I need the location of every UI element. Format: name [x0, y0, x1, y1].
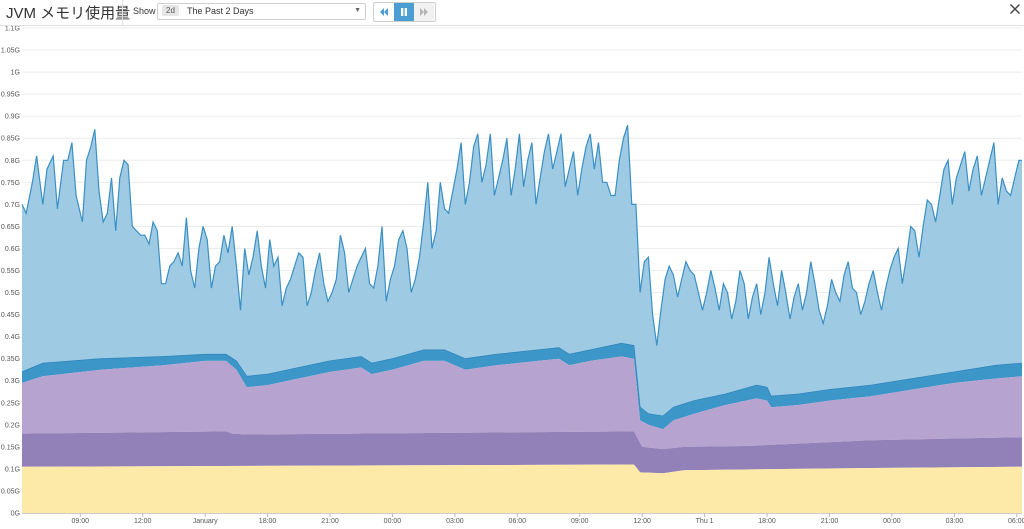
caret-down-icon: ▼: [354, 7, 361, 14]
toolbar: JVM メモリ使用量 Show 2d The Past 2 Days ▼: [0, 0, 1024, 26]
y-tick-label: 0.5G: [5, 290, 20, 297]
x-tick-label: 21:00: [321, 518, 339, 525]
toolbar-divider: [122, 0, 123, 25]
y-tick-label: 0.75G: [1, 180, 20, 187]
memory-area-yellow: [22, 464, 1022, 513]
y-tick-label: 0.1G: [5, 466, 20, 473]
y-tick-label: 0.45G: [1, 312, 20, 319]
x-tick-label: 12:00: [134, 518, 152, 525]
x-tick-label: 18:00: [259, 518, 277, 525]
x-tick-label: 09:00: [571, 518, 589, 525]
x-tick-label: 00:00: [384, 518, 402, 525]
heap-used-line: [21, 124, 1022, 346]
close-icon: [1010, 4, 1020, 14]
x-tick-label: January: [193, 518, 218, 525]
x-tick-label: 12:00: [633, 518, 651, 525]
y-tick-label: 1.1G: [5, 26, 20, 33]
x-tick-label: 06:00: [1008, 518, 1024, 525]
memory-area-dark-purple: [22, 431, 1022, 474]
x-tick-label: Thu 1: [696, 518, 714, 525]
fast-forward-button[interactable]: [414, 3, 434, 21]
y-tick-label: 0.85G: [1, 136, 20, 143]
y-tick-label: 1.05G: [1, 48, 20, 55]
show-label: Show: [133, 6, 156, 16]
memory-area-light-purple: [22, 356, 1022, 450]
y-tick-label: 0.2G: [5, 422, 20, 429]
x-tick-label: 06:00: [509, 518, 527, 525]
y-tick-label: 0G: [11, 511, 20, 518]
x-tick-label: 18:00: [758, 518, 776, 525]
y-tick-label: 0.6G: [5, 246, 20, 253]
fast-forward-icon: [420, 8, 428, 16]
y-tick-label: 0.25G: [1, 400, 20, 407]
close-button[interactable]: [1009, 2, 1021, 14]
x-tick-label: 03:00: [446, 518, 464, 525]
x-tick-label: 09:00: [72, 518, 90, 525]
y-tick-label: 0.9G: [5, 114, 20, 121]
pause-icon: [401, 8, 407, 16]
y-tick-label: 0.35G: [1, 356, 20, 363]
y-tick-label: 0.95G: [1, 92, 20, 99]
playback-controls: [373, 2, 436, 22]
y-tick-label: 0.65G: [1, 224, 20, 231]
page-title: JVM メモリ使用量: [6, 5, 131, 22]
y-tick-label: 0.3G: [5, 378, 20, 385]
memory-band-dark: [22, 343, 1022, 430]
heap-used-area: [22, 125, 1022, 416]
y-tick-label: 0.8G: [5, 158, 20, 165]
y-tick-label: 0.55G: [1, 268, 20, 275]
time-range-select[interactable]: 2d The Past 2 Days ▼: [157, 3, 366, 20]
y-tick-label: 0.7G: [5, 202, 20, 209]
memory-band-edge: [21, 342, 1023, 417]
pause-button[interactable]: [394, 3, 414, 21]
rewind-icon: [380, 8, 388, 16]
time-range-text: The Past 2 Days: [187, 6, 254, 16]
y-tick-label: 0.4G: [5, 334, 20, 341]
time-range-badge: 2d: [162, 5, 179, 16]
y-tick-label: 0.15G: [1, 444, 20, 451]
jvm-memory-chart: 0G 0.05G 0.1G 0.15G 0.2G 0.25G 0.3G 0.35G 0.4G 0.…: [1, 26, 1024, 525]
x-tick-label: 21:00: [821, 518, 839, 525]
x-tick-label: 03:00: [946, 518, 964, 525]
x-tick-label: 00:00: [883, 518, 901, 525]
y-tick-label: 0.05G: [1, 488, 20, 495]
y-tick-label: 1G: [11, 70, 20, 77]
rewind-button[interactable]: [374, 3, 394, 21]
